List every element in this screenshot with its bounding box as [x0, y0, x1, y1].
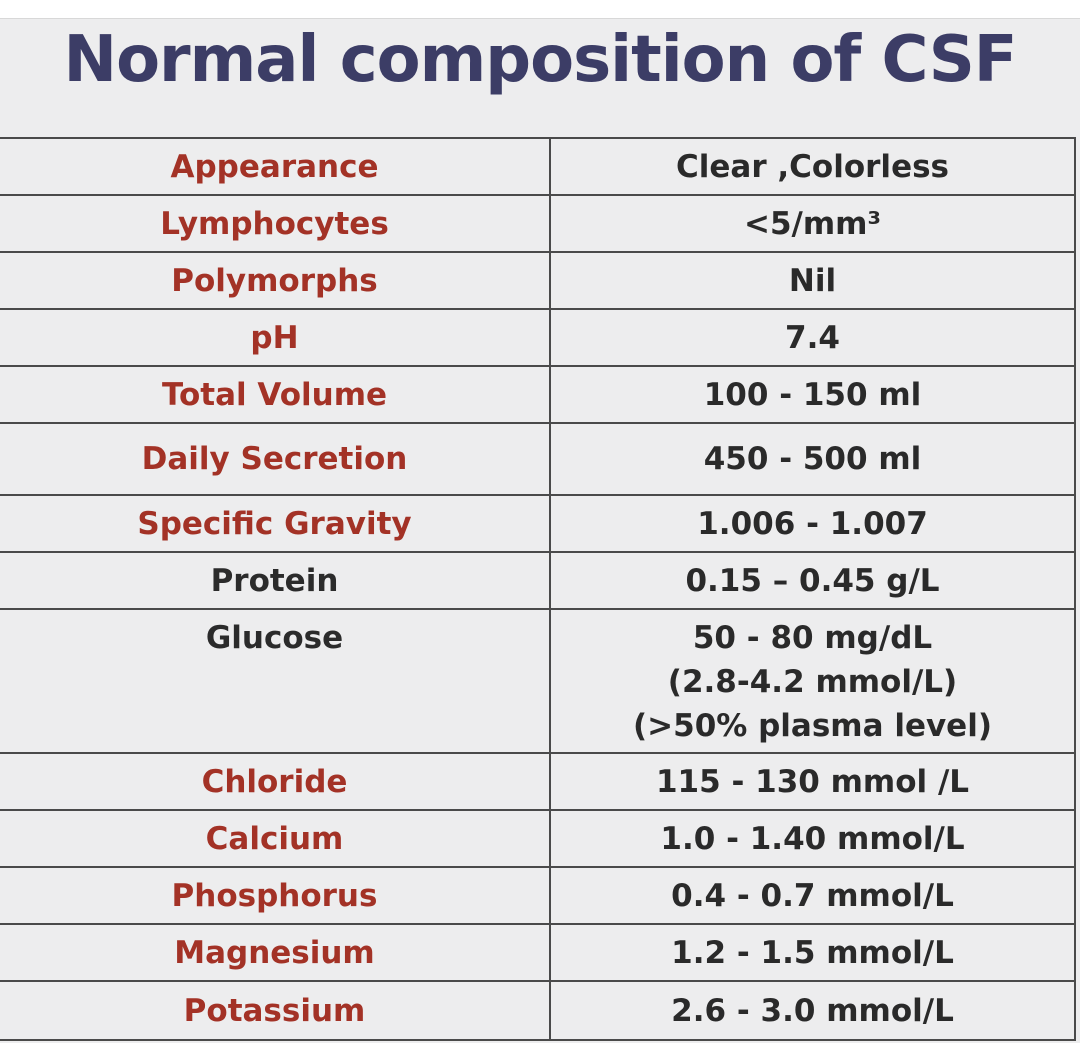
- page-title: Normal composition of CSF: [63, 23, 1018, 97]
- table-row: Lymphocytes <5/mm³: [0, 196, 1074, 253]
- value-cell: 7.4: [551, 310, 1074, 365]
- value-cell: 1.0 - 1.40 mmol/L: [551, 811, 1074, 866]
- parameter-cell: Chloride: [0, 754, 551, 809]
- value-cell: 50 - 80 mg/dL (2.8-4.2 mmol/L) (>50% pla…: [551, 610, 1074, 752]
- value-cell: 0.4 - 0.7 mmol/L: [551, 868, 1074, 923]
- value-cell: 1.006 - 1.007: [551, 496, 1074, 551]
- table-row: Total Volume 100 - 150 ml: [0, 367, 1074, 424]
- value-line: 1.2 - 1.5 mmol/L: [671, 934, 954, 971]
- value-line: Nil: [788, 262, 837, 299]
- value-cell: <5/mm³: [551, 196, 1074, 251]
- table-row: Specific Gravity 1.006 - 1.007: [0, 496, 1074, 553]
- value-cell: 2.6 - 3.0 mmol/L: [551, 982, 1074, 1039]
- table-row: Daily Secretion 450 - 500 ml: [0, 424, 1074, 496]
- parameter-cell: Daily Secretion: [0, 424, 551, 494]
- table-row: Chloride 115 - 130 mmol /L: [0, 754, 1074, 811]
- table-row: Potassium 2.6 - 3.0 mmol/L: [0, 982, 1074, 1039]
- value-line: 450 - 500 ml: [703, 441, 922, 477]
- parameter-cell: Specific Gravity: [0, 496, 551, 551]
- value-line: 100 - 150 ml: [703, 376, 922, 413]
- value-line: 7.4: [785, 319, 840, 356]
- parameter-cell: Appearance: [0, 139, 551, 194]
- value-line: 50 - 80 mg/dL: [692, 620, 933, 656]
- value-cell: 115 - 130 mmol /L: [551, 754, 1074, 809]
- value-line: 115 - 130 mmol /L: [655, 763, 970, 800]
- parameter-cell: Total Volume: [0, 367, 551, 422]
- value-line: 0.4 - 0.7 mmol/L: [671, 877, 954, 914]
- value-cell: Nil: [551, 253, 1074, 308]
- parameter-cell: Protein: [0, 553, 551, 608]
- table-row: Calcium 1.0 - 1.40 mmol/L: [0, 811, 1074, 868]
- table-row: Polymorphs Nil: [0, 253, 1074, 310]
- value-cell: Clear ,Colorless: [551, 139, 1074, 194]
- parameter-cell: Phosphorus: [0, 868, 551, 923]
- value-line: 1.006 - 1.007: [697, 505, 928, 542]
- parameter-cell: Calcium: [0, 811, 551, 866]
- parameter-cell: pH: [0, 310, 551, 365]
- value-line: (2.8-4.2 mmol/L): [667, 664, 958, 700]
- value-cell: 100 - 150 ml: [551, 367, 1074, 422]
- parameter-cell: Potassium: [0, 982, 551, 1039]
- value-cell: 450 - 500 ml: [551, 424, 1074, 494]
- parameter-cell: Magnesium: [0, 925, 551, 980]
- value-line: 1.0 - 1.40 mmol/L: [660, 820, 965, 857]
- value-line: 2.6 - 3.0 mmol/L: [671, 992, 954, 1029]
- parameter-cell: Lymphocytes: [0, 196, 551, 251]
- parameter-cell: Glucose: [0, 610, 551, 752]
- table-row: Appearance Clear ,Colorless: [0, 139, 1074, 196]
- table-row: pH 7.4: [0, 310, 1074, 367]
- csf-composition-card: [0, 18, 1080, 1043]
- csf-composition-table: Appearance Clear ,Colorless Lymphocytes …: [0, 137, 1076, 1041]
- table-row: Magnesium 1.2 - 1.5 mmol/L: [0, 925, 1074, 982]
- table-row: Phosphorus 0.4 - 0.7 mmol/L: [0, 868, 1074, 925]
- parameter-cell: Polymorphs: [0, 253, 551, 308]
- value-cell: 0.15 – 0.45 g/L: [551, 553, 1074, 608]
- value-line: 0.15 – 0.45 g/L: [685, 562, 940, 599]
- value-cell: 1.2 - 1.5 mmol/L: [551, 925, 1074, 980]
- table-row: Glucose 50 - 80 mg/dL (2.8-4.2 mmol/L) (…: [0, 610, 1074, 754]
- value-line: Clear ,Colorless: [676, 148, 949, 185]
- value-line: (>50% plasma level): [632, 708, 992, 744]
- table-row: Protein 0.15 – 0.45 g/L: [0, 553, 1074, 610]
- value-line: <5/mm³: [743, 205, 882, 242]
